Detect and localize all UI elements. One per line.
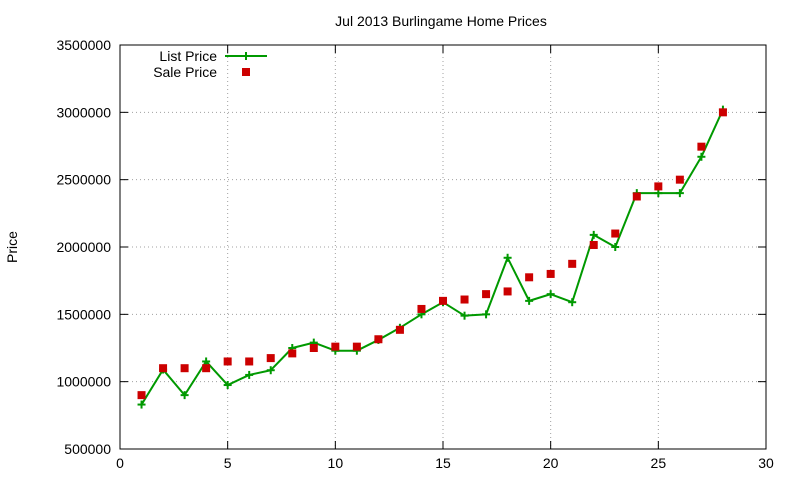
sale-price-point: [331, 342, 340, 351]
sale-price-point: [159, 364, 168, 373]
sale-price-point: [697, 142, 706, 151]
sale-price-point: [718, 108, 727, 117]
list-price-point: [503, 253, 512, 262]
legend-swatch-sale-price: [242, 68, 250, 76]
sale-price-point: [202, 364, 211, 373]
x-tick-label: 30: [758, 455, 774, 471]
sale-price-point: [675, 175, 684, 184]
sale-price-point: [482, 290, 491, 299]
legend-label-list-price: List Price: [159, 48, 217, 64]
sale-price-point: [374, 335, 383, 344]
y-tick-label: 3500000: [56, 37, 111, 53]
list-price-point: [482, 310, 491, 319]
list-price-point: [546, 290, 555, 299]
series-sale-price: [137, 108, 727, 400]
list-price-point: [525, 296, 534, 305]
x-tick-label: 20: [543, 455, 559, 471]
sale-price-point: [180, 364, 189, 373]
tick-layer: 0 5 10 15 20 25 30 500000 1000000 1500000 2000000 2…: [56, 37, 774, 471]
sale-price-point: [417, 304, 426, 313]
list-price-point: [654, 189, 663, 198]
x-tick-label: 15: [435, 455, 451, 471]
y-tick-label: 500000: [64, 441, 111, 457]
sale-price-point: [395, 325, 404, 334]
sale-price-point: [288, 349, 297, 358]
x-tick-label: 5: [224, 455, 232, 471]
sale-price-point: [352, 342, 361, 351]
list-price-point: [611, 243, 620, 251]
chart-title: Jul 2013 Burlingame Home Prices: [335, 13, 547, 29]
sale-price-point: [460, 295, 469, 304]
y-tick-label: 1500000: [56, 306, 111, 322]
sale-price-point: [632, 192, 641, 201]
sale-price-point: [503, 287, 512, 296]
sale-price-point: [654, 182, 663, 191]
list-price-point: [245, 370, 254, 379]
legend-swatch-list-price-marker: [242, 52, 250, 60]
sale-price-point: [223, 357, 232, 366]
series-layer: [137, 105, 727, 409]
sale-price-point: [309, 344, 318, 352]
y-tick-label: 2500000: [56, 172, 111, 188]
y-tick-label: 3000000: [56, 104, 111, 120]
sale-price-point: [546, 269, 555, 278]
list-price-point: [589, 230, 598, 239]
sale-price-point: [568, 259, 577, 268]
y-axis-label: Price: [4, 231, 20, 263]
y-tick-label: 2000000: [56, 239, 111, 255]
list-price-point: [460, 311, 469, 320]
sale-price-point: [137, 391, 146, 400]
list-price-point: [697, 152, 706, 161]
sale-price-point: [589, 240, 598, 249]
x-tick-label: 25: [651, 455, 667, 471]
list-price-point: [223, 381, 232, 390]
list-price-point: [180, 391, 189, 400]
list-price-point: [675, 189, 684, 198]
list-price-line: [140, 109, 724, 406]
sale-price-point: [439, 296, 447, 305]
list-price-point: [137, 400, 146, 409]
list-price-point: [266, 366, 275, 375]
legend-label-sale-price: Sale Price: [153, 64, 217, 80]
sale-price-point: [245, 357, 254, 366]
sale-price-point: [611, 229, 620, 238]
y-tick-label: 1000000: [56, 374, 111, 390]
list-price-point: [568, 298, 577, 307]
list-price-point: [202, 357, 211, 366]
grid-layer: [120, 45, 766, 449]
x-tick-label: 0: [116, 455, 124, 471]
x-tick-label: 10: [328, 455, 344, 471]
sale-price-point: [525, 273, 534, 282]
sale-price-point: [266, 354, 275, 363]
